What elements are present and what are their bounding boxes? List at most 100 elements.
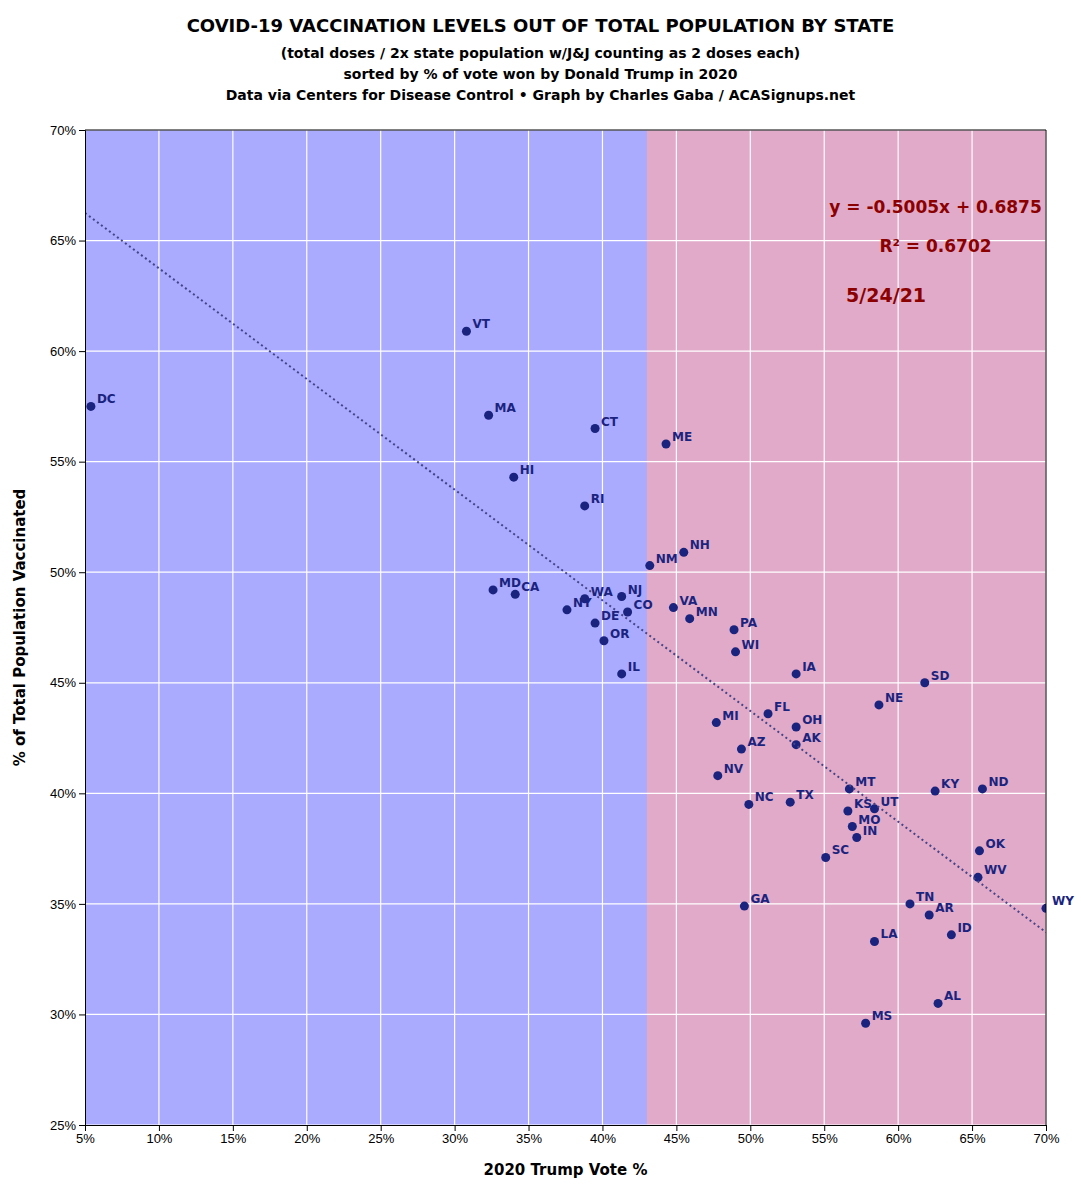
point — [874, 700, 883, 709]
subtitle: (total doses / 2x state population w/J&J… — [281, 45, 801, 61]
point-label: MD — [499, 576, 521, 590]
grid-line-x — [971, 130, 972, 1125]
point — [786, 798, 795, 807]
tick: 15% — [220, 1125, 246, 1146]
tick-mark — [824, 1125, 825, 1131]
point — [617, 592, 626, 601]
tick: 45% — [50, 675, 85, 690]
tick: 60% — [50, 344, 85, 359]
point — [905, 899, 914, 908]
grid-line-y — [85, 130, 1046, 131]
point — [662, 439, 671, 448]
tick-label: 60% — [886, 1131, 912, 1146]
tick-mark — [79, 130, 85, 131]
tick-mark — [79, 241, 85, 242]
point-label: KY — [941, 777, 959, 791]
tick-label: 70% — [1033, 1131, 1059, 1146]
point — [852, 833, 861, 842]
tick-mark — [676, 1125, 677, 1131]
tick-label: 35% — [50, 897, 76, 912]
point — [731, 647, 740, 656]
point-label: AZ — [747, 735, 765, 749]
grid-line-x — [676, 130, 677, 1125]
point — [792, 740, 801, 749]
point — [737, 745, 746, 754]
point-label: TX — [796, 788, 814, 802]
point-label: FL — [774, 700, 790, 714]
point-label: IN — [863, 824, 878, 838]
tick: 25% — [50, 1118, 85, 1133]
grid-line-x — [306, 130, 307, 1125]
point — [713, 771, 722, 780]
tick-mark — [602, 1125, 603, 1131]
point — [848, 822, 857, 831]
tick: 30% — [50, 1007, 85, 1022]
point-label: MN — [696, 605, 718, 619]
point — [489, 585, 498, 594]
point-labels: DCVTMAHICTRIMDCANMWANJNYDECOORILNHVAMNME… — [97, 317, 1074, 1023]
point-label: NE — [885, 691, 903, 705]
tick-mark — [750, 1125, 751, 1131]
point-label: VT — [472, 317, 490, 331]
grid-line-y — [85, 1014, 1046, 1015]
grid-line-x — [158, 130, 159, 1125]
frame-right — [1046, 130, 1047, 1125]
tick-mark — [79, 904, 85, 905]
point-label: RI — [591, 492, 605, 506]
tick: 65% — [960, 1125, 986, 1146]
y-axis-title: % of Total Population Vaccinated — [11, 489, 29, 767]
tick-mark — [159, 1125, 160, 1131]
band — [647, 130, 1046, 1125]
point-label: NH — [690, 538, 710, 552]
tick-label: 25% — [50, 1118, 76, 1133]
point-label: NY — [573, 596, 592, 610]
tick-mark — [381, 1125, 382, 1131]
point — [975, 846, 984, 855]
point — [861, 1019, 870, 1028]
tick-label: 45% — [664, 1131, 690, 1146]
point — [978, 784, 987, 793]
tick: 45% — [664, 1125, 690, 1146]
point-label: NJ — [628, 583, 643, 597]
point-label: MA — [495, 401, 517, 415]
point — [591, 424, 600, 433]
chart: COVID-19 VACCINATION LEVELS OUT OF TOTAL… — [0, 0, 1081, 1200]
point-label: HI — [520, 463, 535, 477]
point-label: CT — [601, 415, 619, 429]
annotation: R² = 0.6702 — [879, 236, 991, 256]
point — [580, 501, 589, 510]
regression-line — [85, 213, 1046, 932]
point — [925, 910, 934, 919]
point-label: MS — [872, 1009, 893, 1023]
tick-label: 50% — [50, 565, 76, 580]
point-label: TN — [916, 890, 934, 904]
grid-line-x — [898, 130, 899, 1125]
grid-line-y — [85, 1124, 1046, 1125]
point-label: PA — [740, 616, 758, 630]
point — [511, 590, 520, 599]
subtitle: sorted by % of vote won by Donald Trump … — [344, 66, 738, 82]
point-label: KS — [854, 797, 872, 811]
point-label: UT — [880, 795, 899, 809]
point — [1042, 904, 1047, 913]
point — [764, 709, 773, 718]
tick: 25% — [368, 1125, 394, 1146]
point-label: ND — [988, 775, 1008, 789]
tick-mark — [79, 793, 85, 794]
grid-line-y — [85, 793, 1046, 794]
tick-label: 30% — [50, 1007, 76, 1022]
tick-mark — [898, 1125, 899, 1131]
tick-mark — [307, 1125, 308, 1131]
tick-label: 55% — [812, 1131, 838, 1146]
x-axis: 5%10%15%20%25%30%35%40%45%50%55%60%65%70… — [76, 1125, 1060, 1146]
grid-line-x — [824, 130, 825, 1125]
grid-line-y — [85, 351, 1046, 352]
tick-label: 50% — [738, 1131, 764, 1146]
points — [86, 327, 1046, 1028]
point — [484, 411, 493, 420]
grid-line-x — [232, 130, 233, 1125]
tick-label: 60% — [50, 344, 76, 359]
grid — [85, 130, 1046, 1125]
point-label: NC — [755, 790, 774, 804]
plot: DCVTMAHICTRIMDCANMWANJNYDECOORILNHVAMNME… — [11, 123, 1074, 1179]
